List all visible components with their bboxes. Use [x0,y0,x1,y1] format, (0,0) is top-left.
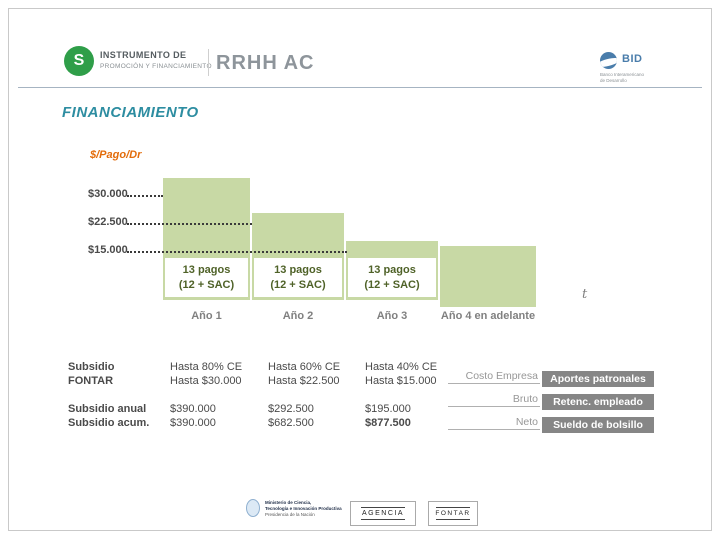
fontar-wordmark: FONTAR [435,510,471,517]
ministry-line1: Ministerio de Ciencia, [265,499,312,505]
salary-label-bruto: Bruto [512,393,538,405]
row1-col2-line1: Hasta 60% CE [268,361,341,373]
row2-col3-line1: $195.000 [365,403,411,415]
bar-ano4 [440,246,536,307]
header-divider [208,49,209,76]
table-row1-col1: Hasta 80% CE Hasta $30.000 [170,360,242,388]
program-logo-letter: S [73,52,85,69]
brand-rrhh-ac: RRHH AC [216,52,315,74]
table-row2-col2: $292.500 $682.500 [268,402,314,430]
band-line2: (12 + SAC) [178,278,235,291]
program-name-line1: INSTRUMENTO DE [100,50,187,60]
page-title: FINANCIAMIENTO [62,104,199,121]
row1-col2-line2: Hasta $22.500 [268,375,340,387]
band-line2: (12 + SAC) [270,278,326,291]
time-axis-label: t [582,287,588,302]
y-tick-22500: $22.500 [88,216,128,228]
badge-aportes-patronales: Aportes patronales [542,371,654,387]
leader-line-30000 [127,195,163,197]
agencia-wordmark: AGENCIA [361,510,404,517]
program-logo-icon: S [64,46,94,76]
ministry-seal-icon [246,499,260,517]
agencia-rule-top [360,507,406,508]
table-row2-col1: $390.000 $390.000 [170,402,216,430]
row1-col3-line2: Hasta $15.000 [365,375,437,387]
bid-subtext-line1: Banco Interamericano [600,72,645,77]
table-row1-col3: Hasta 40% CE Hasta $15.000 [365,360,437,388]
table-row1-col2: Hasta 60% CE Hasta $22.500 [268,360,340,388]
table-row2-label: Subsidio anual Subsidio acum. [68,402,149,430]
salary-line-1 [448,383,540,384]
row1-label-line1: Subsidio [68,361,115,373]
row2-label-line1: Subsidio anual [68,403,147,415]
fontar-rule-top [436,507,470,508]
row2-label-line2: Subsidio acum. [68,417,150,429]
ministry-logo: Ministerio de Ciencia, Tecnología e Inno… [246,499,342,517]
bar-ano2-payments-band: 13 pagos (12 + SAC) [254,258,342,297]
header-rule [18,87,702,88]
x-label-ano1: Año 1 [191,310,222,322]
ministry-line2: Tecnología e Innovación Productiva [265,505,342,511]
salary-line-2 [448,406,540,407]
bid-logo-icon [600,52,617,69]
bar-ano3-payments-band: 13 pagos (12 + SAC) [348,258,436,297]
row2-col3-line2: $877.500 [365,417,411,429]
row1-label-line2: FONTAR [68,375,114,387]
row1-col1-line1: Hasta 80% CE [170,361,243,373]
row2-col2-line1: $292.500 [268,403,314,415]
row2-col1-line2: $390.000 [170,417,216,429]
leader-line-22500 [127,223,252,225]
band-line2: (12 + SAC) [364,278,420,291]
agencia-rule-bottom [360,519,406,520]
bid-brand: BID [622,53,643,65]
bar-ano1-payments-band: 13 pagos (12 + SAC) [165,258,248,297]
y-tick-30000: $30.000 [88,188,128,200]
leader-line-15000 [127,251,347,253]
band-line1: 13 pagos [274,264,322,277]
row1-col3-line1: Hasta 40% CE [365,361,438,373]
x-label-ano2: Año 2 [282,310,314,322]
bar-ano3: 13 pagos (12 + SAC) [346,241,438,300]
band-line1: 13 pagos [368,264,416,277]
bar-ano2: 13 pagos (12 + SAC) [252,213,344,300]
ministry-line3: Presidencia de la Nación [265,511,315,517]
bar-ano1: 13 pagos (12 + SAC) [163,178,250,300]
y-tick-15000: $15.000 [88,244,128,256]
row2-col2-line2: $682.500 [268,417,314,429]
fontar-rule-bottom [436,519,470,520]
salary-line-3 [448,429,540,430]
salary-label-neto: Neto [515,416,538,428]
agencia-logo: AGENCIA [350,501,416,526]
table-row2-col3: $195.000 $877.500 [365,402,411,430]
band-line1: 13 pagos [182,264,231,277]
x-label-ano3: Año 3 [376,310,408,322]
row1-col1-line2: Hasta $30.000 [170,375,242,387]
chart-y-axis-label: $/Pago/Dr [90,149,142,161]
row2-col1-line1: $390.000 [170,403,216,415]
bid-subtext-line2: de Desarrollo [600,78,627,83]
program-name-line2: PROMOCIÓN Y FINANCIAMIENTO [100,63,212,70]
x-label-ano4: Año 4 en adelante [440,310,536,322]
fontar-logo: FONTAR [428,501,478,526]
badge-sueldo-de-bolsillo: Sueldo de bolsillo [542,417,654,433]
table-row1-label: Subsidio FONTAR [68,360,114,388]
salary-label-costo-empresa: Costo Empresa [465,370,538,382]
badge-retenc-empleado: Retenc. empleado [542,394,654,410]
